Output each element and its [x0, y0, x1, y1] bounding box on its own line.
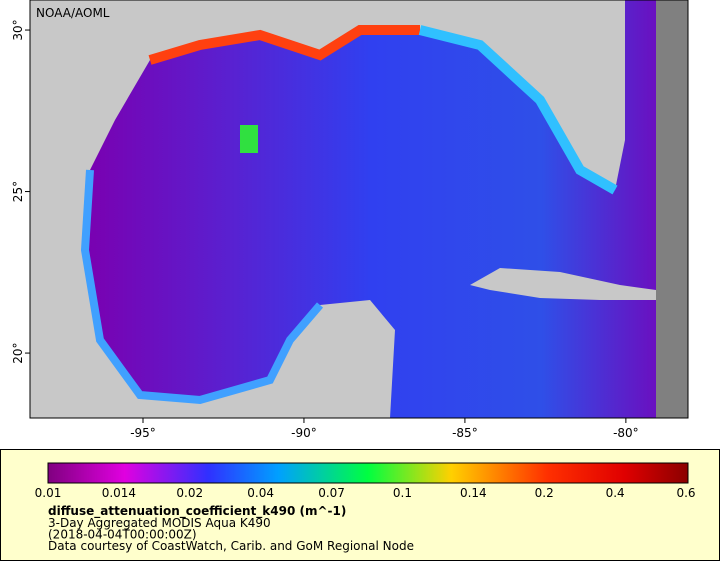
coastal-turbidity	[418, 25, 618, 195]
legend-line: 3-Day Aggregated MODIS Aqua K490	[48, 516, 271, 530]
colorbar-label: 0.014	[102, 486, 136, 500]
x-tick-label: -80°	[613, 426, 639, 440]
colorbar-label: 0.1	[393, 486, 412, 500]
map-frame	[29, 0, 689, 419]
coastal-turbidity	[80, 169, 324, 405]
colorbar-label: 0.4	[606, 486, 625, 500]
colorbar-label: 0.14	[460, 486, 487, 500]
legend-line: Data courtesy of CoastWatch, Carib. and …	[48, 539, 414, 553]
coastal-turbidity	[148, 25, 420, 65]
x-tick-label: -90°	[291, 426, 317, 440]
x-tick-label: -85°	[452, 426, 478, 440]
colorbar-label: 0.01	[35, 486, 62, 500]
cuba	[470, 268, 656, 300]
ocean	[85, 0, 656, 418]
colorbar	[47, 462, 689, 484]
no-data	[656, 0, 688, 418]
colorbar-label: 0.02	[176, 486, 203, 500]
legend-line: (2018-04-04T00:00:00Z)	[48, 528, 197, 542]
y-tick-label: 30°	[11, 19, 25, 40]
variable-name: diffuse_attenuation_coefficient_k490 (m^…	[48, 504, 346, 519]
credit: NOAA/AOML	[36, 6, 110, 20]
x-tick-label: -95°	[130, 426, 156, 440]
colorbar-label: 0.2	[535, 486, 554, 500]
y-tick-label: 20°	[11, 342, 25, 363]
patch	[240, 125, 258, 153]
colorbar-label: 0.6	[676, 486, 695, 500]
y-tick-label: 25°	[11, 181, 25, 202]
colorbar-label: 0.04	[247, 486, 274, 500]
colorbar-label: 0.07	[318, 486, 345, 500]
